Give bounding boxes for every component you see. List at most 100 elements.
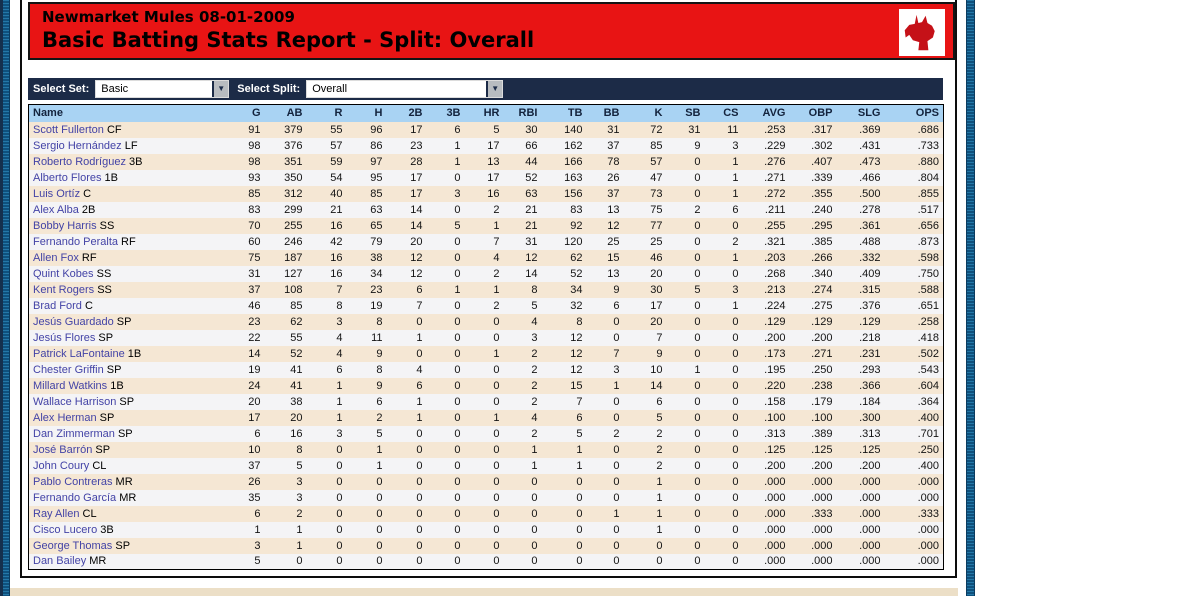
player-link[interactable]: John Coury [33,459,90,472]
stat-cell: .750 [884,265,944,282]
player-link[interactable]: Scott Fullerton [33,123,104,136]
stat-cell: 0 [346,505,387,522]
stat-cell: 0 [666,489,705,506]
stat-cell: 9 [346,345,387,362]
stat-cell: 6 [228,425,265,442]
stat-cell: 1 [386,393,427,410]
stat-cell: 3 [264,473,307,490]
player-link[interactable]: Wallace Harrison [33,395,117,408]
stat-cell: 187 [264,249,307,266]
stat-cell: .473 [836,153,885,170]
player-link[interactable]: José Barrón [33,443,93,456]
player-link[interactable]: Patrick LaFontaine [33,347,125,360]
player-link[interactable]: Millard Watkins [33,379,108,392]
player-link[interactable]: Cisco Lucero [33,523,98,536]
stat-cell: 0 [666,185,705,202]
stat-cell: 57 [306,137,347,154]
stat-cell: 1 [541,441,587,458]
select-split-dropdown-button[interactable]: ▼ [486,81,503,97]
stat-cell: 30 [623,281,667,298]
select-split-dropdown[interactable]: Overall ▼ [306,80,504,98]
player-link[interactable]: Fernando Peralta [33,235,118,248]
player-link[interactable]: Chester Griffin [33,363,104,376]
stat-cell: 0 [503,505,542,522]
stat-cell: 15 [541,377,587,394]
stat-cell: 13 [586,201,624,218]
player-position: 2B [78,203,96,216]
stat-cell: .271 [789,345,837,362]
stat-cell: 0 [586,409,624,426]
select-split-value[interactable]: Overall [307,81,487,97]
stat-cell: 2 [464,201,504,218]
player-link[interactable]: Bobby Harris [33,219,97,232]
player-link[interactable]: Sergio Hernández [33,139,122,152]
stat-cell: 59 [306,153,347,170]
table-row: Ray Allen CL 6 2 0 0 0 0 0 0 0 1 1 0 0.000.333.000.33… [28,505,944,522]
player-link[interactable]: Alex Herman [33,411,97,424]
player-link[interactable]: Jesús Guardado [33,315,114,328]
stat-cell: .129 [742,313,790,330]
stat-cell: 20 [264,409,307,426]
player-link[interactable]: Dan Zimmerman [33,427,115,440]
player-link[interactable]: Roberto Rodríguez [33,155,126,168]
stat-cell: 0 [666,441,705,458]
player-position: SS [94,283,112,296]
stat-cell: 78 [586,153,624,170]
stat-cell: 0 [464,553,504,570]
stat-cell: .333 [884,505,944,522]
player-name-cell: Jesús Flores SP [28,329,229,346]
player-link[interactable]: Ray Allen [33,507,80,520]
player-link[interactable]: Dan Bailey [33,555,87,568]
stat-cell: .218 [836,329,885,346]
stat-cell: 1 [306,377,347,394]
player-link[interactable]: Quint Kobes [33,267,94,280]
column-header-obp: OBP [789,104,837,122]
stat-cell: .293 [836,361,885,378]
stat-cell: 4 [464,249,504,266]
stat-cell: 77 [623,217,667,234]
stat-cell: 0 [346,489,387,506]
player-link[interactable]: Brad Ford [33,299,82,312]
select-set-value[interactable]: Basic [96,81,213,97]
stat-cell: .300 [836,409,885,426]
stat-cell: 0 [704,409,743,426]
stat-cell: 91 [228,121,265,138]
stat-cell: 0 [464,473,504,490]
stat-cell: 0 [464,505,504,522]
player-link[interactable]: Pablo Contreras [33,475,113,488]
stat-cell: 52 [541,265,587,282]
report-panel: Newmarket Mules 08-01-2009 Basic Batting… [20,0,957,578]
player-link[interactable]: Alex Alba [33,203,79,216]
stat-cell: 0 [306,521,347,538]
stat-cell: 246 [264,233,307,250]
stat-cell: .502 [884,345,944,362]
stat-cell: 22 [228,329,265,346]
stat-cell: 1 [704,169,743,186]
stat-cell: .321 [742,233,790,250]
stat-cell: 351 [264,153,307,170]
stat-cell: 0 [704,361,743,378]
player-link[interactable]: Fernando García [33,491,117,504]
stat-cell: .000 [789,537,837,554]
select-set-dropdown-button[interactable]: ▼ [212,81,229,97]
player-name-cell: Dan Bailey MR [28,553,229,570]
player-position: LF [121,139,138,152]
player-link[interactable]: Allen Fox [33,251,79,264]
player-link[interactable]: Jesús Flores [33,331,96,344]
stat-cell: .255 [742,217,790,234]
stat-cell: 7 [586,345,624,362]
player-link[interactable]: Kent Rogers [33,283,95,296]
stat-cell: 0 [666,265,705,282]
table-header-row: Name G AB R H 2B 3B HR RBI TB BB K SB CS AVG OBP SLG OPS [28,104,944,122]
player-link[interactable]: Alberto Flores [33,171,102,184]
player-link[interactable]: George Thomas [33,539,113,552]
stat-cell: 7 [386,297,427,314]
stat-cell: 0 [666,249,705,266]
stat-cell: .000 [789,521,837,538]
player-position: SP [92,443,111,456]
player-link[interactable]: Luis Ortíz [33,187,81,200]
select-set-dropdown[interactable]: Basic ▼ [95,80,230,98]
stat-cell: 0 [464,361,504,378]
chevron-down-icon: ▼ [491,84,500,93]
player-position: MR [116,491,137,504]
